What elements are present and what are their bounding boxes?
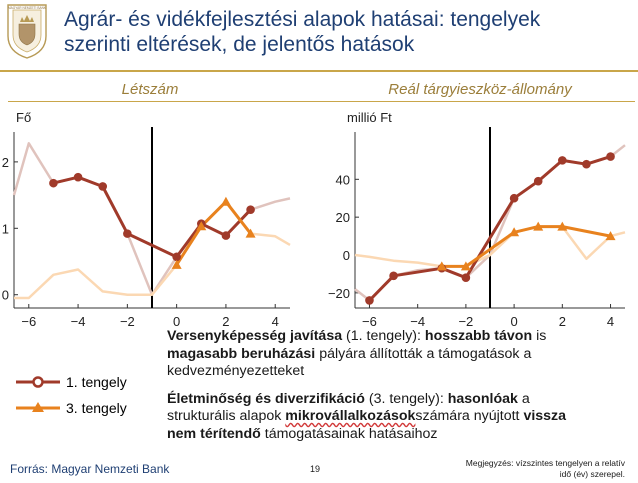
- logo-text: MAGYAR NEMZETI BANK: [8, 6, 47, 10]
- x-tick-label: −4: [71, 314, 86, 329]
- footnote: Megjegyzés: vízszintes tengelyen a relat…: [465, 458, 625, 479]
- text-bold: hosszabb távon: [424, 328, 533, 344]
- series-line-3-tengely: [175, 200, 252, 266]
- chart-title-real-eszkoz: Reál tárgyieszköz-állomány: [388, 81, 572, 98]
- data-point-triangle: [196, 221, 207, 231]
- x-tick-label: −6: [362, 314, 377, 329]
- data-point-triangle: [171, 259, 182, 269]
- x-tick-label: 4: [272, 314, 279, 329]
- data-point-triangle: [533, 221, 544, 231]
- chart-1: 0 1 2 −6 −4 −2 0 2 4 Fő: [2, 110, 291, 329]
- text-block: Versenyképesség javítása (1. tengely): h…: [167, 328, 597, 453]
- series-line-1-tengely: [53, 175, 252, 259]
- data-point-circle: [582, 159, 591, 169]
- text-bold: Életminőség és diverzifikáció: [167, 390, 365, 407]
- legend-marker-1: [32, 376, 44, 388]
- page-title: Agrár- és vidékfejlesztési alapok hatása…: [64, 7, 634, 57]
- data-point-circle: [461, 273, 471, 283]
- paragraph-axis1: Versenyképesség javítása (1. tengely): h…: [167, 328, 597, 381]
- data-point-circle: [123, 229, 132, 238]
- text: támogatásainak hatásaihoz: [260, 425, 438, 442]
- x-tick-label: 0: [173, 314, 180, 329]
- x-tick-label: 2: [559, 314, 566, 329]
- source-note: Forrás: Magyar Nemzeti Bank: [10, 462, 170, 476]
- text-bold: vissza nem térítendő: [167, 408, 567, 442]
- text: is: [532, 328, 547, 344]
- y-tick-label: −20: [328, 286, 350, 301]
- text: a strukturális alapok: [167, 390, 530, 425]
- text-bold: magasabb beruházási: [167, 345, 316, 362]
- data-point-triangle: [436, 261, 447, 271]
- data-point-triangle: [557, 221, 568, 231]
- chart-title-divider: [8, 101, 635, 102]
- data-point-circle: [172, 252, 181, 262]
- y-tick-label: 1: [2, 221, 9, 236]
- data-point-circle: [49, 178, 58, 188]
- title-divider: [0, 70, 638, 72]
- mnb-logo: MAGYAR NEMZETI BANK: [7, 4, 47, 59]
- data-point-triangle: [460, 261, 471, 271]
- y-tick-label: 0: [343, 248, 350, 263]
- y-tick-label: 0: [2, 288, 9, 303]
- y-tick-label: 40: [336, 172, 350, 187]
- legend-marker-3: [32, 402, 44, 412]
- text-bold: hasonlóak: [447, 390, 518, 407]
- data-point-triangle: [245, 228, 256, 238]
- x-tick-label: −2: [458, 314, 473, 329]
- data-point-triangle: [605, 231, 616, 241]
- data-point-circle: [389, 271, 398, 281]
- data-point-circle: [606, 152, 615, 161]
- data-point-circle: [221, 231, 231, 240]
- legend-label-1: 1. tengely: [66, 374, 127, 390]
- series-line-3-tengely: [441, 225, 611, 268]
- page-title-line1: Agrár- és vidékfejlesztési alapok hatása…: [64, 8, 541, 31]
- text: számára nyújtott: [415, 408, 524, 424]
- x-tick-label: −2: [120, 314, 135, 329]
- x-tick-label: 0: [510, 314, 517, 329]
- x-tick-label: −4: [410, 314, 425, 329]
- y-tick-label: 20: [336, 210, 350, 225]
- chart-title-letszam: Létszám: [121, 81, 179, 98]
- data-point-circle: [98, 182, 108, 191]
- y-axis-label: Fő: [16, 110, 31, 125]
- series-line-background: [354, 225, 626, 268]
- data-point-circle: [73, 172, 83, 182]
- text: pályára állították a támogatások a kedve…: [167, 345, 532, 380]
- text: (1. tengely):: [342, 328, 425, 344]
- x-tick-label: −6: [21, 314, 36, 329]
- data-point-triangle: [220, 196, 231, 206]
- data-point-circle: [533, 176, 543, 186]
- data-point-circle: [365, 296, 374, 305]
- page-number: 19: [310, 464, 321, 474]
- data-point-triangle: [509, 227, 520, 237]
- data-point-circle: [246, 205, 255, 215]
- x-tick-label: 2: [222, 314, 229, 329]
- data-point-circle: [558, 156, 567, 165]
- text: (3. tengely):: [364, 390, 448, 407]
- data-point-circle: [509, 193, 519, 203]
- y-axis-label: millió Ft: [347, 110, 392, 125]
- page-title-line2: szerinti eltérések, de jelentős hatások: [64, 33, 415, 56]
- y-tick-label: 2: [2, 155, 9, 170]
- x-tick-label: 4: [607, 314, 614, 329]
- legend-label-3: 3. tengely: [66, 400, 127, 416]
- legend: 1. tengely 3. tengely: [16, 374, 127, 416]
- paragraph-axis3: Életminőség és diverzifikáció (3. tengel…: [167, 391, 597, 444]
- text-bold: Versenyképesség javítása: [167, 328, 343, 344]
- text-bold-underlined: mikrovállalkozások: [285, 408, 416, 424]
